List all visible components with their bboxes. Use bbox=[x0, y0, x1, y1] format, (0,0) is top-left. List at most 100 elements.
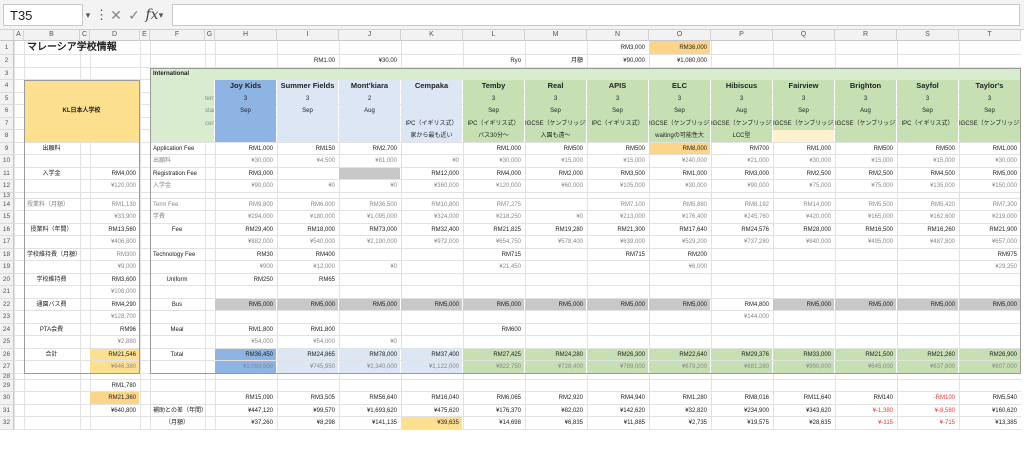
cell-B14[interactable]: 授業料（月額） bbox=[27, 201, 70, 208]
cell-P31[interactable]: ¥234,900 bbox=[743, 407, 769, 414]
cell-D16[interactable]: RM13,560 bbox=[108, 226, 136, 233]
cell-O30[interactable]: RM1,280 bbox=[682, 395, 707, 401]
cell-R6[interactable]: Aug bbox=[860, 108, 871, 114]
cell-N6[interactable]: Sep bbox=[612, 108, 623, 114]
cell-H11[interactable]: RM3,000 bbox=[248, 170, 273, 177]
cell-D26[interactable]: RM21,546 bbox=[90, 348, 139, 360]
cell-B24[interactable]: PTA会費 bbox=[39, 326, 64, 333]
cell-S17[interactable]: ¥487,800 bbox=[929, 239, 955, 245]
cell-I19[interactable]: ¥12,000 bbox=[313, 264, 335, 270]
cell-J10[interactable]: ¥81,000 bbox=[375, 158, 397, 164]
cell-K10[interactable]: ¥0 bbox=[452, 158, 459, 164]
cell-N16[interactable]: RM21,300 bbox=[617, 226, 645, 233]
cell-I15[interactable]: ¥180,000 bbox=[309, 214, 335, 220]
cell-I22[interactable]: RM5,000 bbox=[277, 298, 338, 310]
column-header[interactable]: B bbox=[24, 30, 80, 41]
cell-P4[interactable]: Hibiscus bbox=[725, 81, 758, 90]
row-header[interactable]: 15 bbox=[0, 211, 14, 224]
cell-P8[interactable]: LCC型 bbox=[732, 133, 751, 139]
column-header[interactable]: S bbox=[897, 30, 959, 41]
cell-K17[interactable]: ¥972,000 bbox=[433, 239, 459, 245]
select-all-corner[interactable] bbox=[0, 30, 14, 41]
cell-H24[interactable]: RM1,800 bbox=[248, 326, 273, 333]
cell-I18[interactable]: RM400 bbox=[315, 251, 335, 258]
row-header[interactable]: 23 bbox=[0, 311, 14, 324]
cell-O16[interactable]: RM17,640 bbox=[679, 226, 707, 233]
cell-J32[interactable]: ¥141,135 bbox=[371, 420, 397, 426]
column-header[interactable]: L bbox=[463, 30, 525, 41]
cell-K8[interactable]: 家から最も近い bbox=[410, 133, 453, 139]
cell-H26[interactable]: RM36,450 bbox=[215, 348, 276, 360]
cell-J31[interactable]: ¥1,693,620 bbox=[366, 407, 397, 414]
cell-J9[interactable]: RM2,700 bbox=[372, 145, 397, 152]
cell-F18[interactable]: Technology Fee bbox=[153, 251, 196, 258]
cell-H19[interactable]: ¥900 bbox=[259, 264, 273, 270]
cell-K15[interactable]: ¥324,000 bbox=[433, 214, 459, 220]
cell-N31[interactable]: ¥142,620 bbox=[619, 407, 645, 414]
row-header[interactable]: 16 bbox=[0, 223, 14, 236]
cell-O14[interactable]: RM5,880 bbox=[682, 201, 707, 208]
cell-N11[interactable]: RM3,500 bbox=[620, 170, 645, 177]
cell-T14[interactable]: RM7,300 bbox=[992, 201, 1017, 208]
cell-T19[interactable]: ¥29,250 bbox=[995, 264, 1017, 270]
cell-S12[interactable]: ¥135,000 bbox=[929, 183, 955, 189]
cell-O31[interactable]: ¥32,820 bbox=[685, 407, 707, 414]
cell-J12[interactable]: ¥0 bbox=[390, 183, 397, 189]
cell-H10[interactable]: ¥30,000 bbox=[251, 158, 273, 164]
cell-fill-H4[interactable] bbox=[215, 80, 276, 142]
cell-K22[interactable]: RM5,000 bbox=[401, 298, 462, 310]
cell-F11[interactable]: Registration Fee bbox=[153, 170, 198, 177]
cell-Q15[interactable]: ¥420,000 bbox=[805, 214, 831, 220]
cell-Q30[interactable]: RM11,640 bbox=[803, 395, 831, 401]
cell-O1[interactable]: RM36,000 bbox=[649, 41, 710, 54]
cell-R11[interactable]: RM2,500 bbox=[868, 170, 893, 177]
cell-B11[interactable]: 入学金 bbox=[42, 170, 61, 177]
column-header[interactable]: Q bbox=[773, 30, 835, 41]
cell-Q22[interactable]: RM5,000 bbox=[773, 298, 834, 310]
cell-R22[interactable]: RM5,000 bbox=[835, 298, 896, 310]
cell-N14[interactable]: RM7,100 bbox=[620, 201, 645, 208]
row-header[interactable]: 25 bbox=[0, 336, 14, 349]
cell-S16[interactable]: RM16,260 bbox=[927, 226, 955, 233]
cell-B26[interactable]: 合計 bbox=[45, 351, 58, 358]
cell-M10[interactable]: ¥15,000 bbox=[561, 158, 583, 164]
cell-fill-R4[interactable] bbox=[835, 80, 896, 142]
cell-D11[interactable]: RM4,000 bbox=[111, 170, 136, 177]
cell-P22[interactable]: RM4,800 bbox=[744, 301, 769, 308]
cell-N18[interactable]: RM715 bbox=[625, 251, 645, 258]
cell-F26[interactable]: Total bbox=[170, 351, 184, 358]
cell-M5[interactable]: 3 bbox=[553, 95, 558, 102]
cell-K12[interactable]: ¥360,000 bbox=[433, 183, 459, 189]
cell-K14[interactable]: RM10,800 bbox=[431, 201, 459, 208]
cell-G6[interactable]: start bbox=[205, 108, 214, 114]
cell-Q27[interactable]: ¥990,000 bbox=[773, 361, 834, 373]
column-header[interactable]: D bbox=[90, 30, 140, 41]
cell-P30[interactable]: RM8,016 bbox=[744, 395, 769, 401]
cell-K16[interactable]: RM32,400 bbox=[431, 226, 459, 233]
cell-M32[interactable]: ¥6,835 bbox=[564, 420, 583, 426]
cell-M17[interactable]: ¥578,400 bbox=[557, 239, 583, 245]
cell-L22[interactable]: RM5,000 bbox=[463, 298, 524, 310]
cell-T6[interactable]: Sep bbox=[984, 108, 995, 114]
cell-O7[interactable]: IGCSE（ケンブリッジ式） bbox=[649, 120, 710, 127]
cell-K32[interactable]: ¥39,635 bbox=[401, 417, 462, 429]
row-header[interactable]: 11 bbox=[0, 167, 14, 180]
cell-M2[interactable]: 月額 bbox=[570, 58, 583, 64]
cell-fill-O4[interactable] bbox=[649, 80, 710, 142]
cell-O12[interactable]: ¥30,000 bbox=[685, 183, 707, 189]
cell-D20[interactable]: RM3,600 bbox=[111, 276, 136, 283]
row-header[interactable]: 30 bbox=[0, 392, 14, 405]
cell-K4[interactable]: Cempaka bbox=[414, 81, 449, 90]
column-header[interactable]: E bbox=[140, 30, 150, 41]
cell-I24[interactable]: RM1,800 bbox=[310, 326, 335, 333]
cell-S30[interactable]: -RM100 bbox=[933, 395, 955, 401]
column-header[interactable]: R bbox=[835, 30, 897, 41]
cell-H20[interactable]: RM250 bbox=[253, 276, 273, 283]
cell-N7[interactable]: IPC（イギリス式） bbox=[591, 120, 644, 127]
cell-I2[interactable]: RM1.00 bbox=[313, 58, 335, 64]
cell-S31[interactable]: ¥-8,580 bbox=[934, 407, 955, 414]
cell-fill-J11[interactable] bbox=[339, 167, 400, 179]
cell-H22[interactable]: RM5,000 bbox=[215, 298, 276, 310]
cell-R10[interactable]: ¥15,000 bbox=[871, 158, 893, 164]
cell-S32[interactable]: ¥-715 bbox=[939, 420, 955, 426]
